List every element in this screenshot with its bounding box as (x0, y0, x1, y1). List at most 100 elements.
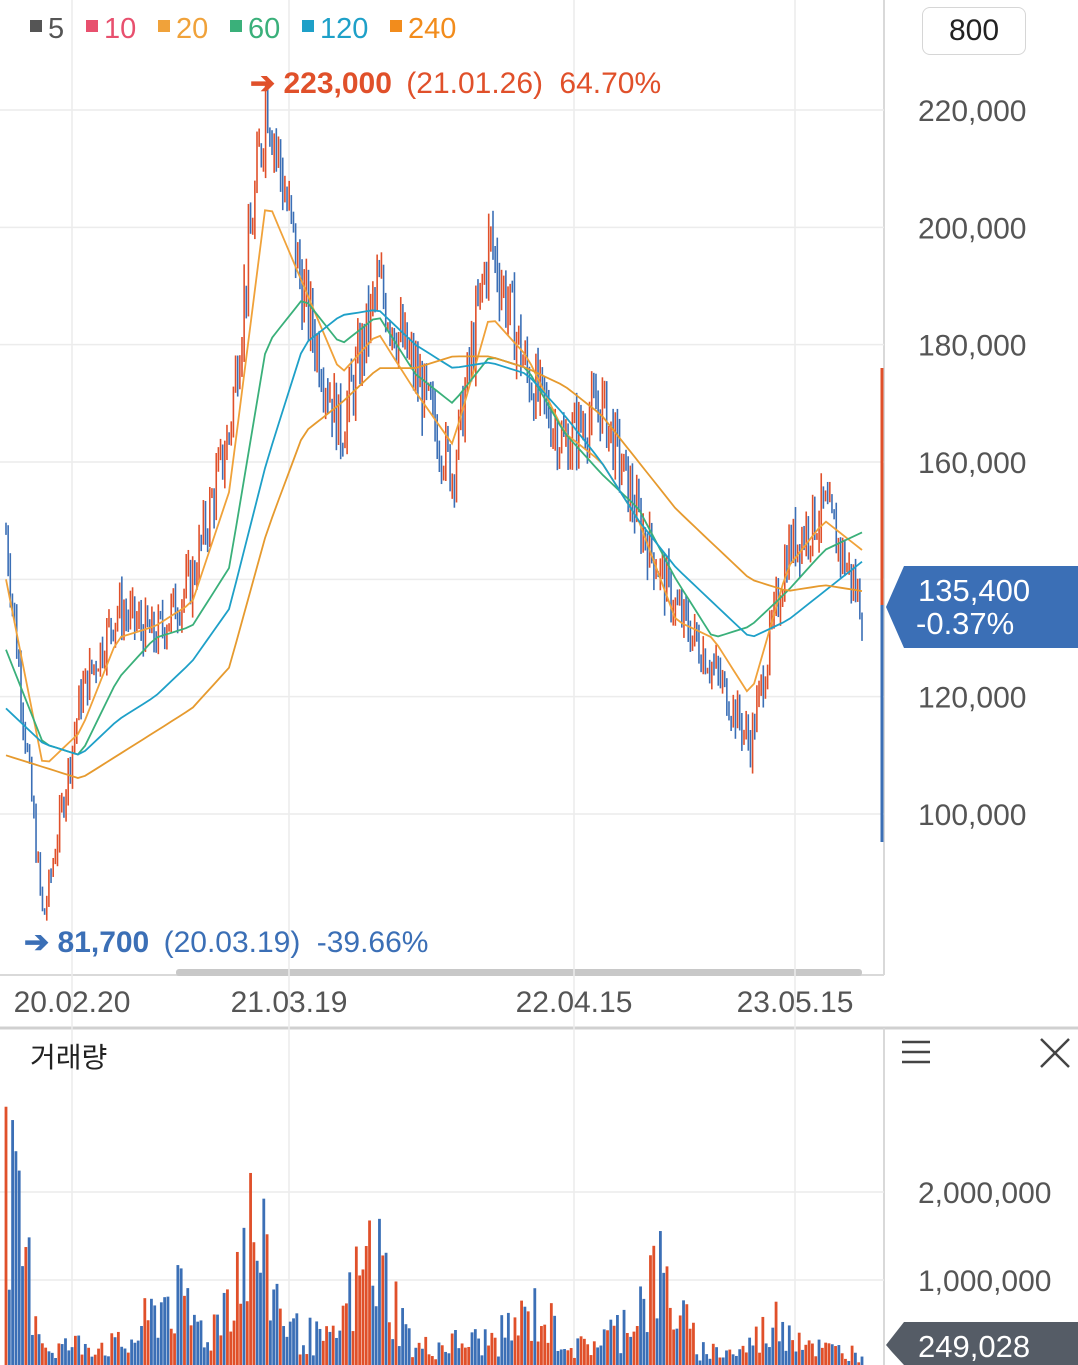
volume-bar (814, 1356, 818, 1365)
volume-bar (74, 1335, 77, 1365)
high-value: 223,000 (283, 67, 391, 100)
volume-bar (354, 1246, 358, 1365)
volume-bar (665, 1266, 669, 1365)
ma-line-240 (5, 355, 863, 779)
volume-bar (721, 1357, 725, 1365)
volume-bar (569, 1348, 573, 1365)
volume-bar (632, 1331, 636, 1365)
low-date: (20.03.19) (164, 926, 301, 959)
volume-bar (543, 1324, 547, 1365)
volume-bar (308, 1317, 312, 1365)
volume-bar (93, 1354, 97, 1365)
volume-bar (434, 1359, 438, 1365)
volume-bar (173, 1333, 176, 1365)
current-price-tag (886, 566, 1078, 648)
legend-swatch (302, 20, 314, 32)
legend-label[interactable]: 20 (176, 13, 208, 45)
volume-bar (107, 1356, 110, 1365)
price-y-tick: 120,000 (918, 682, 1026, 715)
volume-bar (401, 1308, 405, 1365)
volume-bar (444, 1351, 447, 1365)
volume-bar (183, 1295, 186, 1365)
volume-bar (649, 1255, 652, 1365)
volume-bar (493, 1337, 497, 1365)
volume-bar (589, 1355, 593, 1365)
volume-bar (345, 1303, 348, 1365)
close-icon[interactable] (1036, 1034, 1074, 1072)
legend-label[interactable]: 5 (48, 13, 64, 45)
volume-bar (606, 1330, 609, 1365)
volume-bar (335, 1337, 338, 1365)
volume-bar (715, 1347, 718, 1365)
low-value: 81,700 (57, 926, 149, 959)
volume-bar (156, 1337, 160, 1365)
volume-bar (473, 1329, 477, 1365)
volume-y-tick: 1,000,000 (918, 1265, 1051, 1298)
volume-bar (516, 1335, 520, 1365)
volume-bar (381, 1255, 385, 1365)
volume-bar (761, 1316, 765, 1365)
price-y-tick: 160,000 (918, 447, 1026, 480)
legend-swatch (158, 20, 170, 32)
volume-bar (358, 1275, 362, 1365)
volume-bar (351, 1331, 355, 1365)
legend-label[interactable]: 60 (248, 13, 280, 45)
volume-bar (688, 1328, 692, 1365)
volume-bar (629, 1336, 633, 1365)
volume-bar (711, 1343, 715, 1365)
volume-bar (853, 1352, 857, 1365)
legend-swatch (390, 20, 402, 32)
volume-bar (421, 1348, 424, 1365)
volume-bar (159, 1302, 163, 1365)
volume-bar (235, 1251, 239, 1365)
volume-bar (27, 1237, 31, 1365)
volume-bar (278, 1308, 282, 1365)
volume-bar (510, 1340, 514, 1365)
volume-bar (67, 1350, 71, 1365)
volume-bar (840, 1353, 844, 1365)
volume-bar (599, 1345, 603, 1365)
x-tick: 23.05.15 (737, 986, 854, 1019)
period-count-button[interactable]: 800 (922, 7, 1026, 55)
volume-bar (695, 1354, 699, 1365)
volume-title: 거래량 (30, 1041, 107, 1074)
volume-bar (31, 1334, 34, 1365)
volume-bar (259, 1272, 262, 1365)
volume-bar (83, 1343, 87, 1365)
volume-bar (394, 1281, 398, 1365)
horizontal-scrollbar[interactable] (176, 969, 862, 976)
volume-bar (384, 1252, 388, 1365)
volume-bar (625, 1332, 629, 1365)
volume-bar (229, 1331, 233, 1365)
volume-bar (513, 1317, 517, 1365)
volume-bar (206, 1342, 210, 1365)
volume-bar (77, 1335, 81, 1365)
volume-bar (87, 1347, 91, 1365)
high-date: (21.01.26) (406, 67, 543, 100)
volume-bar (163, 1297, 167, 1365)
volume-bar (658, 1231, 662, 1365)
volume-bar (50, 1352, 54, 1365)
x-tick: 21.03.19 (231, 986, 348, 1019)
volume-bar (460, 1343, 464, 1365)
ma-line-120 (5, 309, 863, 756)
volume-bar (153, 1305, 157, 1365)
volume-bar (725, 1350, 728, 1365)
current-price-value: 135,400 (918, 573, 1030, 608)
volume-bar (735, 1355, 738, 1365)
legend-label[interactable]: 10 (104, 13, 136, 45)
volume-bar (490, 1332, 494, 1365)
volume-bar (500, 1315, 504, 1365)
menu-icon[interactable] (898, 1034, 934, 1070)
volume-bar (295, 1313, 299, 1365)
volume-bar (820, 1347, 824, 1365)
volume-bar (728, 1349, 732, 1365)
volume-bar (44, 1347, 48, 1365)
legend-label[interactable]: 240 (408, 13, 456, 45)
volume-bar (530, 1340, 533, 1365)
volume-bar (582, 1338, 586, 1365)
high-annotation: ➔ 223,000 (21.01.26) 64.70% (250, 67, 661, 100)
legend-label[interactable]: 120 (320, 13, 368, 45)
volume-bar (70, 1347, 74, 1365)
